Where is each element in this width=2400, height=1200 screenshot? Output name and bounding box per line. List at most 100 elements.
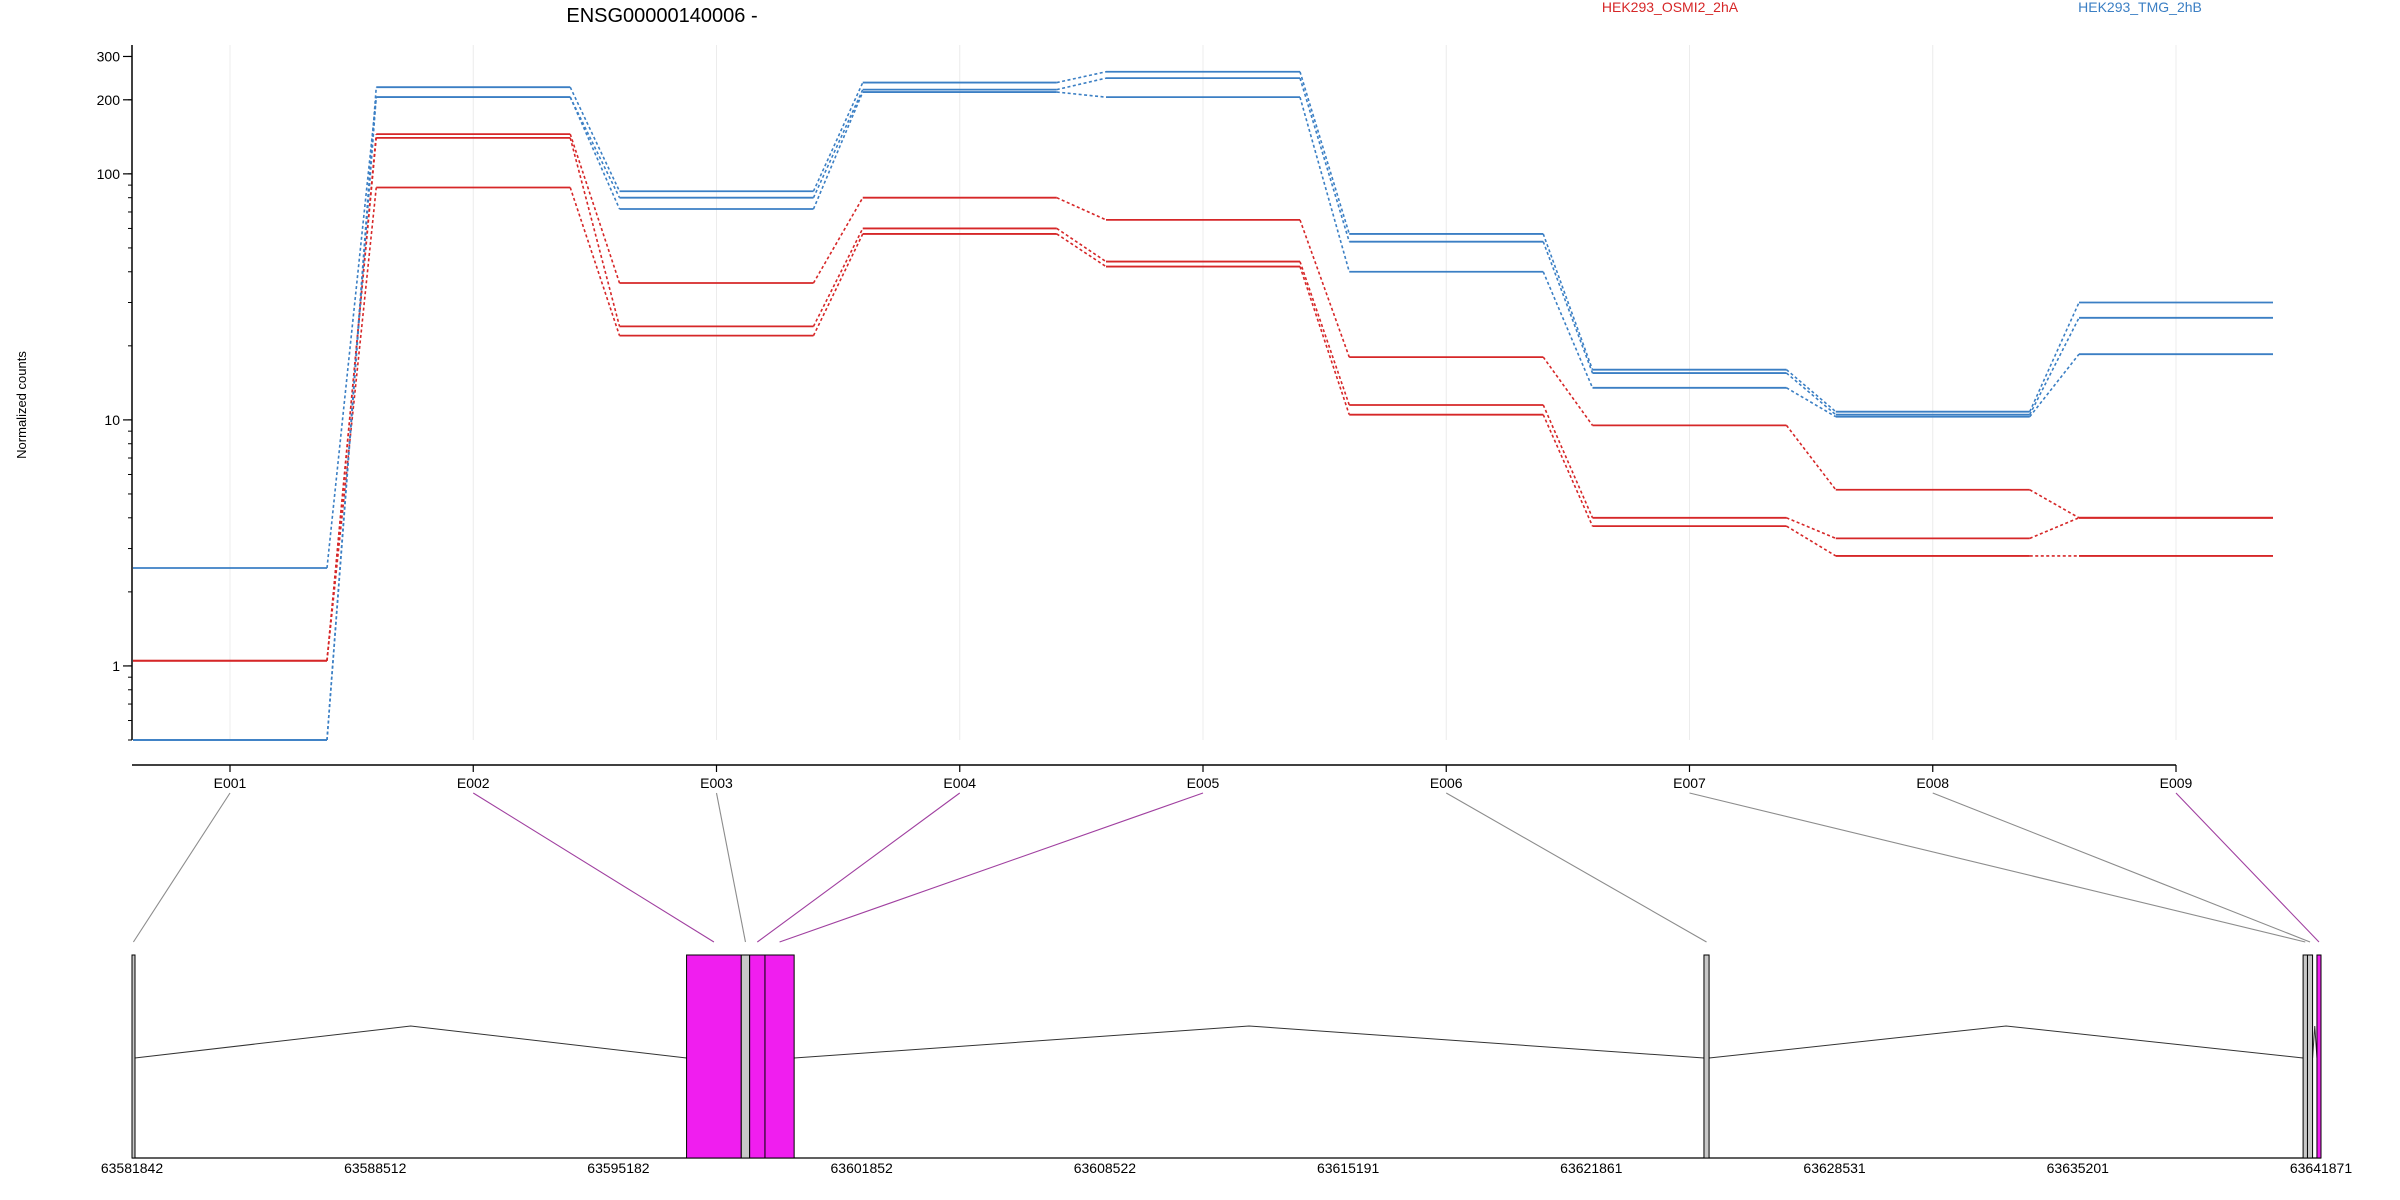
coordinate-label: 63641871: [2290, 1160, 2353, 1176]
exon-transition: [569, 133, 621, 284]
y-axis: 1 10 100 200 300: [97, 45, 133, 741]
coordinate-label: 63581842: [101, 1160, 164, 1176]
exon-transition: [569, 137, 621, 327]
exon-transition: [1056, 227, 1107, 263]
exon-transition: [812, 82, 864, 192]
exon-transition: [1299, 261, 1351, 406]
exon-connector: [756, 792, 961, 943]
exon-transition: [812, 197, 864, 284]
exon-transition: [1056, 233, 1107, 268]
exon-box: [740, 954, 751, 1159]
exon-transition: [2029, 317, 2080, 416]
exon-transition: [1299, 71, 1351, 235]
exon-transition: [1542, 414, 1594, 527]
exon-box: [2302, 954, 2308, 1159]
exon-transition: [2029, 489, 2080, 519]
exon-box: [131, 954, 136, 1159]
series-line: [133, 186, 2273, 662]
exon-connector: [715, 792, 747, 943]
exon-connector: [1445, 792, 1707, 943]
intron: [2312, 1025, 2318, 1059]
coordinate-label: 63635201: [2047, 1160, 2110, 1176]
coordinate-label: 63621861: [1560, 1160, 1623, 1176]
exon-transition: [1542, 233, 1594, 370]
x-tick-label: E003: [700, 775, 733, 791]
exon-transition: [1785, 424, 1837, 491]
exon-transition: [569, 96, 621, 210]
exon-transition: [1299, 219, 1351, 358]
exon-transition: [1299, 77, 1351, 242]
intron: [1709, 1025, 2304, 1059]
x-tick-label: E004: [943, 775, 976, 791]
coordinate-label: 63588512: [344, 1160, 407, 1176]
exon-connector: [132, 792, 231, 943]
exon-transition: [1542, 241, 1594, 374]
exon-connector: [779, 792, 1204, 943]
exon-connector: [2175, 792, 2320, 943]
series-layer: [133, 70, 2273, 741]
exon-transition: [812, 228, 864, 327]
y-tick-label: 10: [104, 412, 120, 428]
text-layer: ENSG00000140006 - HEK293_OSMI2_2hA HEK29…: [14, 0, 2202, 459]
exon-transition: [1542, 356, 1594, 426]
exon-transition: [1056, 196, 1107, 221]
exon-box: [2316, 954, 2322, 1159]
coordinate-label: 63595182: [587, 1160, 650, 1176]
exon-transition: [326, 97, 378, 569]
exon-transition: [812, 91, 864, 210]
x-tick-label: E007: [1673, 775, 1706, 791]
x-tick-label: E009: [2160, 775, 2193, 791]
exon-connector: [472, 792, 715, 943]
exon-transition: [1786, 387, 1837, 418]
coordinate-label: 63601852: [831, 1160, 894, 1176]
intron: [794, 1025, 1704, 1059]
coordinate-label: 63615191: [1317, 1160, 1380, 1176]
x-tick-label: E005: [1187, 775, 1220, 791]
exon-transition: [326, 97, 378, 741]
exon-transition: [1542, 404, 1594, 519]
exon-transition: [1785, 369, 1837, 413]
series-line: [133, 91, 2273, 569]
exon-box: [1703, 954, 1710, 1159]
chart-title: ENSG00000140006 -: [566, 5, 757, 27]
exon-transition: [1786, 517, 1837, 540]
exon-connector: [1932, 792, 2311, 943]
coordinate-label: 63608522: [1074, 1160, 1137, 1176]
exon-transition: [1786, 525, 1837, 557]
exon-box: [749, 954, 766, 1159]
exon-transition: [569, 86, 621, 192]
exon-transition: [1542, 271, 1594, 389]
exon-transition: [1056, 77, 1107, 91]
grid-layer: [229, 45, 2177, 740]
exon-transition: [2029, 353, 2080, 418]
coordinate-label: 63628531: [1803, 1160, 1866, 1176]
exon-transition: [1299, 96, 1351, 272]
y-tick-label: 1: [112, 658, 120, 674]
exon-transition: [326, 187, 378, 661]
y-tick-label: 200: [97, 92, 121, 108]
exon-box: [764, 954, 795, 1159]
exon-transition: [1056, 70, 1107, 84]
x-axis: E001 E002 E003 E004 E005 E006 E007 E008 E009: [132, 764, 2193, 791]
exon-transition: [1785, 372, 1837, 416]
y-tick-label: 300: [97, 48, 121, 64]
exon-box: [686, 954, 742, 1159]
x-tick-label: E002: [457, 775, 490, 791]
legend-osmi2: HEK293_OSMI2_2hA: [1602, 0, 1739, 15]
y-tick-label: 100: [97, 166, 121, 182]
exon-connector: [1689, 792, 2306, 943]
exon-transition: [2029, 302, 2080, 413]
x-tick-label: E006: [1430, 775, 1463, 791]
intron: [134, 1025, 687, 1059]
x-tick-label: E001: [214, 775, 247, 791]
gene-track: 63581842 63588512 63595182 63601852 63608522…: [101, 954, 2353, 1176]
exon-transition: [812, 233, 864, 336]
legend-tmg: HEK293_TMG_2hB: [2078, 0, 2202, 15]
exon-transition: [1056, 91, 1107, 98]
x-tick-label: E008: [1916, 775, 1949, 791]
exon-transition: [569, 187, 621, 336]
exon-transition: [2029, 517, 2080, 540]
y-axis-label: Normalized counts: [14, 351, 29, 459]
